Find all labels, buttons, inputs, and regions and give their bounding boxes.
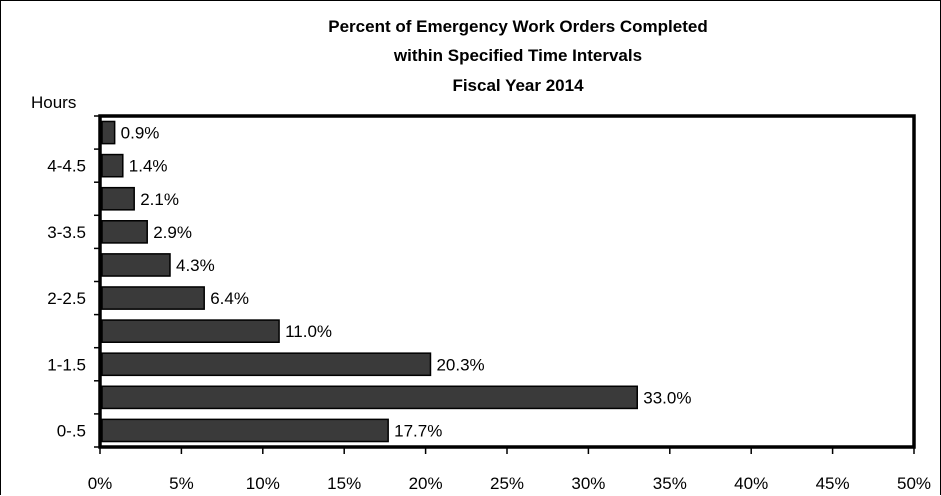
x-tick-label: 45% [816,474,850,493]
x-tick-label: 35% [653,474,687,493]
bar [101,186,135,211]
chart-title-line-2: within Specified Time Intervals [393,46,642,65]
bar-value-label: 0.9% [121,124,160,143]
bar [101,153,124,178]
x-tick-label: 15% [327,474,361,493]
x-tick-label: 50% [897,474,931,493]
x-tick-label: 20% [409,474,443,493]
chart-title-line-1: Percent of Emergency Work Orders Complet… [328,17,707,36]
x-axis-ticks: 0% 5% 10% 15% 20% 25% 30% 35% 40% 45% 50% [88,447,931,493]
chart-title-line-3: Fiscal Year 2014 [452,76,584,95]
bar [101,220,148,244]
x-tick-label: 30% [571,474,605,493]
bar-value-label: 1.4% [129,157,168,176]
bar [101,418,389,443]
bar-value-label: 33.0% [643,388,691,407]
y-axis-label: Hours [31,93,76,112]
bar-value-label: 2.1% [140,190,179,209]
bar-value-label: 4.3% [176,256,215,275]
bar-value-label: 11.0% [285,322,332,341]
x-tick-label: 40% [734,474,768,493]
bar-value-label: 6.4% [210,289,249,308]
bar-value-label: 17.7% [394,421,442,440]
y-tick-label: 1-1.5 [47,355,86,374]
bar [101,319,280,343]
y-axis-ticks: 4-4.5 3-3.5 2-2.5 1-1.5 0-.5 [47,115,100,448]
x-tick-label: 5% [169,474,194,493]
y-tick-label: 4-4.5 [47,157,86,176]
bar [101,352,432,377]
x-tick-label: 10% [246,474,280,493]
y-tick-label: 0-.5 [57,421,86,440]
bar-value-label: 2.9% [153,223,192,242]
bar-value-label: 20.3% [436,355,484,374]
x-tick-label: 25% [490,474,524,493]
bar [101,253,171,277]
y-tick-label: 3-3.5 [47,223,86,242]
y-tick-label: 2-2.5 [47,289,86,308]
bar [101,286,205,310]
x-tick-label: 0% [88,474,113,493]
data-labels-layer: 0.9% 1.4% 2.1% 2.9% 4.3% 6.4% 11.0% 20.3% 33.0% 1… [121,124,692,441]
bar [101,385,638,410]
bars-layer [101,120,638,443]
bar [101,120,116,145]
